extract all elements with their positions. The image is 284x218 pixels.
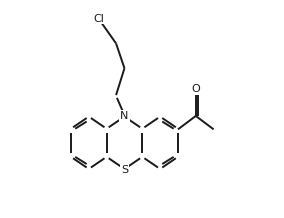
- Text: S: S: [121, 165, 128, 175]
- Text: Cl: Cl: [93, 14, 104, 24]
- Text: N: N: [120, 111, 129, 121]
- Text: O: O: [191, 84, 200, 94]
